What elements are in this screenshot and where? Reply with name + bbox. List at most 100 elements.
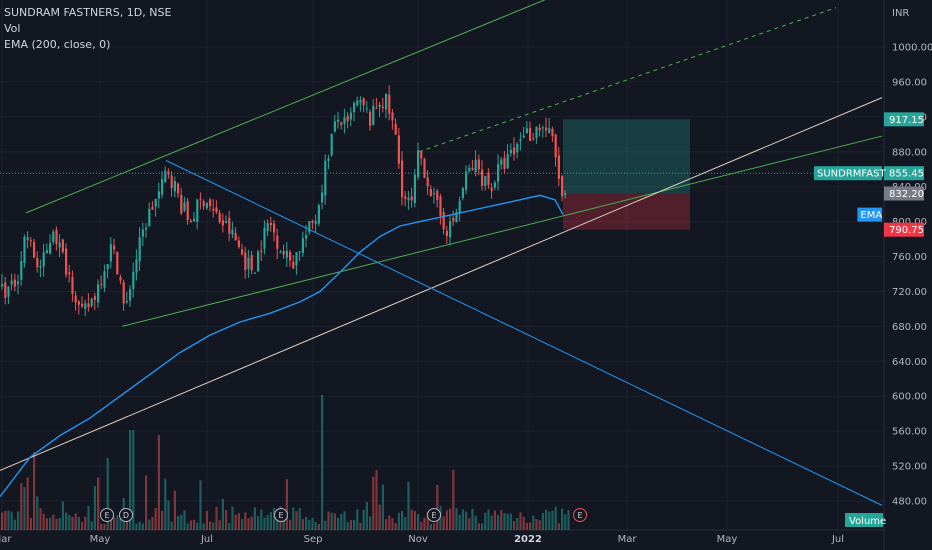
volume-bar	[365, 502, 368, 530]
volume-bar	[314, 521, 317, 530]
candle-body	[378, 104, 381, 108]
price-tag-label: SUNDRMFAST	[817, 169, 886, 180]
candle-body	[17, 281, 20, 284]
volume-bar	[551, 510, 554, 530]
candle-body	[305, 234, 308, 239]
price-axis[interactable]: 480.00 520.00 560.00 600.00 640.00 680.00 720.…	[892, 8, 932, 508]
event-marker[interactable]: E	[274, 508, 288, 522]
long-position-target-zone	[563, 119, 690, 194]
volume-bar	[29, 517, 32, 530]
volume-bar	[273, 508, 276, 530]
candle-body	[471, 167, 474, 170]
volume-bar	[241, 519, 244, 530]
volume-bar	[231, 506, 234, 530]
volume-bar	[116, 515, 119, 530]
volume-bar	[298, 508, 301, 530]
volume-bar	[529, 522, 532, 530]
volume-bar	[497, 515, 500, 530]
volume-bar	[90, 521, 93, 530]
candle-body	[381, 106, 384, 109]
price-tick-label: 1000.00	[892, 43, 932, 54]
volume-bar	[369, 516, 372, 530]
price-axis-background	[884, 0, 932, 550]
candle-body	[10, 280, 13, 285]
volume-bar	[285, 479, 288, 530]
candle-body	[394, 123, 397, 135]
candle-body	[343, 117, 346, 124]
volume-bar	[71, 516, 74, 530]
volume-bar	[119, 511, 122, 530]
price-tag-value: 790.75	[889, 225, 924, 236]
volume-bar	[26, 477, 29, 530]
plot-background	[0, 0, 884, 530]
volume-bar	[493, 510, 496, 530]
price-tick-label: 560.00	[892, 427, 927, 438]
volume-bar	[317, 523, 320, 530]
price-tag-label-box	[857, 207, 882, 222]
price-tag-value-box	[884, 186, 924, 201]
volume-bar	[23, 487, 26, 530]
volume-bar	[445, 510, 448, 530]
volume-bar	[138, 521, 141, 530]
candle-body	[241, 249, 244, 255]
volume-bar	[477, 523, 480, 530]
volume-bar	[564, 514, 567, 530]
vol-indicator-label[interactable]: Vol	[4, 22, 21, 35]
volume-bar	[413, 510, 416, 530]
candle-body	[503, 157, 506, 169]
volume-bar	[164, 478, 167, 530]
candle-body	[426, 177, 429, 187]
price-tag: 790.75	[884, 222, 924, 237]
candle-body	[193, 218, 196, 222]
candle-body	[77, 301, 80, 305]
candle-body	[375, 107, 378, 109]
event-marker[interactable]: D	[119, 508, 133, 522]
event-marker[interactable]: E	[427, 508, 441, 522]
volume-bar	[436, 484, 439, 530]
candle-body	[61, 239, 64, 252]
event-circle	[119, 508, 133, 522]
event-circle	[427, 508, 441, 522]
candle-body	[189, 220, 192, 223]
candle-body	[449, 221, 452, 237]
volume-bar	[167, 500, 170, 530]
volume-bar	[397, 512, 400, 530]
candle-body	[439, 196, 442, 216]
event-marker[interactable]: E	[100, 508, 114, 522]
candle-body	[538, 127, 541, 131]
time-axis[interactable]: Mar May Jul Sep Nov 2022 Mar May Jul	[0, 534, 844, 545]
candle-body	[404, 196, 407, 199]
candle-body	[33, 241, 36, 258]
volume-bar	[17, 511, 20, 530]
candle-body	[1, 284, 4, 287]
volume-bar	[375, 470, 378, 530]
symbol-title[interactable]: SUNDRAM FASTNERS, 1D, NSE	[4, 6, 172, 19]
volume-bar	[519, 512, 522, 530]
volume-bar	[33, 452, 36, 530]
candle-body	[237, 240, 240, 248]
candle-body	[52, 231, 55, 243]
candle-body	[410, 196, 413, 201]
volume-bar	[554, 506, 557, 530]
candle-body	[58, 242, 61, 248]
candle-body	[554, 134, 557, 158]
ema-indicator-label[interactable]: EMA (200, close, 0)	[4, 38, 111, 51]
ema-200-line	[0, 194, 564, 498]
volume-bar	[151, 516, 154, 530]
volume-bar	[250, 516, 253, 530]
time-tick-label: Nov	[408, 534, 428, 545]
candle-body	[170, 175, 173, 189]
volume-bar	[173, 490, 176, 530]
candle-body	[493, 182, 496, 188]
event-marker[interactable]: E	[573, 508, 587, 522]
volume-bar	[407, 481, 410, 530]
volume-bar	[68, 514, 71, 530]
volume-bar	[324, 520, 327, 530]
volume-bar	[468, 518, 471, 530]
candle-body	[301, 238, 304, 254]
volume-bar	[362, 509, 365, 530]
candle-body	[356, 100, 359, 106]
